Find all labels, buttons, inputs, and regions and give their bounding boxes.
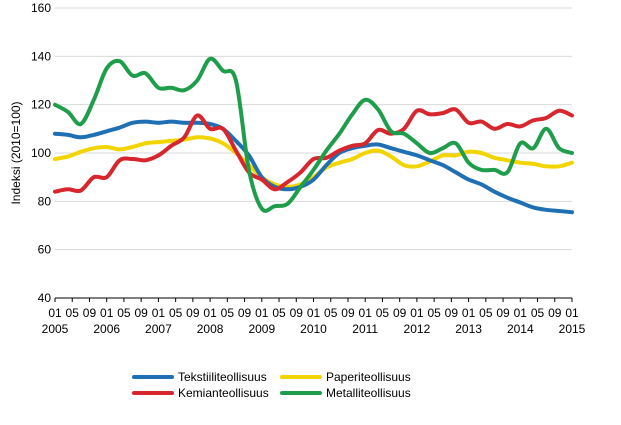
x-tick-label: 05 — [66, 306, 80, 320]
x-tick-label: 01 — [100, 306, 114, 320]
legend-label: Tekstiiliteollisuus — [178, 370, 267, 384]
legend: Tekstiiliteollisuus Kemianteollisuus Paper… — [132, 370, 411, 400]
x-tick-label: 05 — [479, 306, 493, 320]
x-tick-label: 01 — [565, 306, 579, 320]
x-tick-label: 01 — [514, 306, 528, 320]
series-lines — [53, 56, 574, 215]
legend-label: Kemianteollisuus — [178, 386, 269, 400]
legend-label: Metalliteollisuus — [326, 386, 411, 400]
x-year-label: 2012 — [404, 322, 431, 336]
x-tick-label: 05 — [324, 306, 338, 320]
y-tick-label: 120 — [31, 98, 51, 112]
axes — [54, 297, 573, 302]
x-tick-label: 09 — [496, 306, 510, 320]
x-tick-label: 05 — [169, 306, 183, 320]
x-year-label: 2014 — [507, 322, 534, 336]
x-tick-label: 05 — [531, 306, 545, 320]
x-tick-label: 01 — [255, 306, 269, 320]
x-tick-label: 09 — [445, 306, 459, 320]
x-tick-label: 05 — [221, 306, 235, 320]
x-year-label: 2013 — [455, 322, 482, 336]
x-year-label: 2008 — [197, 322, 224, 336]
x-tick-label: 01 — [203, 306, 217, 320]
x-tick-label: 05 — [272, 306, 286, 320]
x-tick-label: 09 — [83, 306, 97, 320]
legend-label: Paperiteollisuus — [326, 370, 411, 384]
x-tick-label: 01 — [359, 306, 373, 320]
x-tick-label: 09 — [393, 306, 407, 320]
x-tick-label: 01 — [152, 306, 166, 320]
y-tick-label: 160 — [31, 1, 51, 15]
x-tick-label: 05 — [117, 306, 131, 320]
x-tick-label: 01 — [48, 306, 62, 320]
grid — [55, 7, 572, 251]
x-year-label: 2009 — [248, 322, 275, 336]
x-tick-label: 01 — [307, 306, 321, 320]
x-year-label: 2006 — [93, 322, 120, 336]
x-year-label: 2010 — [300, 322, 327, 336]
x-tick-label: 09 — [186, 306, 200, 320]
series-line-tekstiiliteollisuus — [53, 119, 574, 215]
y-tick-label: 80 — [38, 194, 52, 208]
x-tick-label: 01 — [462, 306, 476, 320]
y-tick-label: 140 — [31, 49, 51, 63]
x-year-label: 2007 — [145, 322, 172, 336]
y-tick-label: 60 — [38, 243, 52, 257]
x-tick-label: 09 — [341, 306, 355, 320]
x-tick-label: 01 — [410, 306, 424, 320]
x-year-label: 2011 — [352, 322, 378, 336]
x-tick-label: 05 — [376, 306, 390, 320]
x-tick-label: 09 — [238, 306, 252, 320]
x-tick-label: 05 — [427, 306, 441, 320]
y-tick-label: 40 — [38, 291, 52, 305]
x-year-label: 2005 — [42, 322, 69, 336]
y-axis-title: Indeksi (2010=100) — [9, 101, 23, 204]
x-year-label: 2015 — [559, 322, 586, 336]
series-line-kemianteollisuus — [53, 107, 574, 194]
series-line-metalliteollisuus — [53, 56, 574, 213]
y-tick-label: 100 — [31, 146, 51, 160]
x-tick-label: 09 — [290, 306, 304, 320]
x-tick-label: 09 — [134, 306, 148, 320]
x-tick-label: 09 — [548, 306, 562, 320]
